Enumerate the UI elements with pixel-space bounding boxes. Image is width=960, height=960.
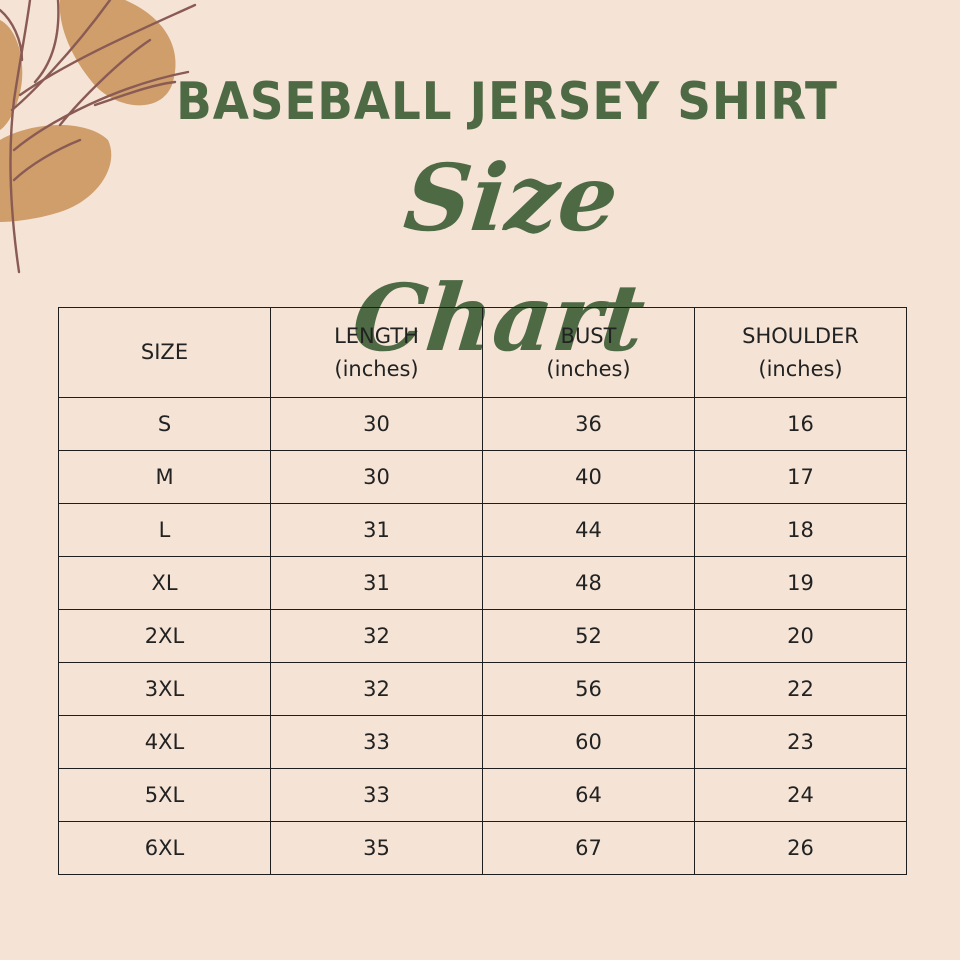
cell-length: 33	[270, 768, 483, 822]
cell-shoulder: 22	[694, 662, 907, 716]
table-row: 2XL 32 52 20	[58, 609, 907, 663]
header-label: SHOULDER	[742, 323, 859, 348]
cell-size: XL	[58, 556, 271, 610]
size-chart-table: SIZE LENGTH (inches) BUST (inches) SHOUL…	[58, 307, 907, 875]
cell-bust: 44	[482, 503, 695, 557]
cell-bust: 52	[482, 609, 695, 663]
table-row: 5XL 33 64 24	[58, 768, 907, 822]
cell-shoulder: 16	[694, 397, 907, 451]
branch-leaf-decoration-icon	[0, 0, 197, 274]
cell-size: 3XL	[58, 662, 271, 716]
cell-bust: 64	[482, 768, 695, 822]
cell-bust: 40	[482, 450, 695, 504]
header-label: LENGTH	[334, 323, 419, 348]
header-unit: (inches)	[546, 356, 631, 381]
cell-length: 30	[270, 450, 483, 504]
cell-size: S	[58, 397, 271, 451]
table-row: M 30 40 17	[58, 450, 907, 504]
table-row: 4XL 33 60 23	[58, 715, 907, 769]
cell-length: 30	[270, 397, 483, 451]
header-bust: BUST (inches)	[482, 307, 695, 398]
cell-size: L	[58, 503, 271, 557]
cell-shoulder: 24	[694, 768, 907, 822]
cell-length: 32	[270, 609, 483, 663]
page-title: BASEBALL JERSEY SHIRT	[176, 72, 838, 132]
cell-size: 2XL	[58, 609, 271, 663]
cell-size: 4XL	[58, 715, 271, 769]
header-label: BUST	[560, 323, 617, 348]
table-header-row: SIZE LENGTH (inches) BUST (inches) SHOUL…	[58, 307, 907, 398]
header-label: SIZE	[140, 340, 189, 364]
header-length: LENGTH (inches)	[270, 307, 483, 398]
cell-size: 5XL	[58, 768, 271, 822]
cell-shoulder: 18	[694, 503, 907, 557]
header-unit: (inches)	[334, 356, 419, 381]
cell-shoulder: 23	[694, 715, 907, 769]
header-size: SIZE	[58, 307, 271, 398]
table-row: S 30 36 16	[58, 397, 907, 451]
cell-bust: 36	[482, 397, 695, 451]
cell-bust: 60	[482, 715, 695, 769]
cell-length: 31	[270, 503, 483, 557]
cell-bust: 56	[482, 662, 695, 716]
cell-size: 6XL	[58, 821, 271, 875]
cell-bust: 67	[482, 821, 695, 875]
table-row: 3XL 32 56 22	[58, 662, 907, 716]
header-unit: (inches)	[758, 356, 843, 381]
table-row: 6XL 35 67 26	[58, 821, 907, 875]
cell-length: 33	[270, 715, 483, 769]
header-shoulder: SHOULDER (inches)	[694, 307, 907, 398]
leaf-shape	[0, 20, 23, 130]
cell-length: 31	[270, 556, 483, 610]
cell-size: M	[58, 450, 271, 504]
leaf-shape	[0, 124, 112, 222]
cell-shoulder: 17	[694, 450, 907, 504]
cell-length: 32	[270, 662, 483, 716]
cell-length: 35	[270, 821, 483, 875]
cell-shoulder: 19	[694, 556, 907, 610]
table-row: XL 31 48 19	[58, 556, 907, 610]
cell-bust: 48	[482, 556, 695, 610]
table-row: L 31 44 18	[58, 503, 907, 557]
cell-shoulder: 20	[694, 609, 907, 663]
cell-shoulder: 26	[694, 821, 907, 875]
